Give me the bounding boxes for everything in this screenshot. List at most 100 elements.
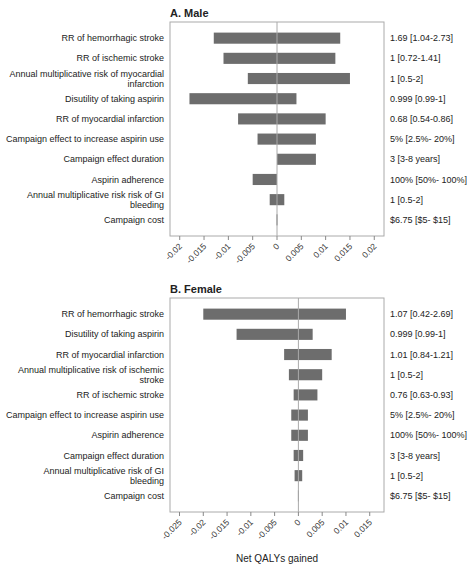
annotation: 0.68 [0.54-0.86] xyxy=(390,114,453,124)
bar xyxy=(258,134,316,145)
bar xyxy=(294,389,318,400)
annotation: 1.69 [1.04-2.73] xyxy=(390,33,453,43)
x-tick-label: -0.025 xyxy=(160,517,184,541)
bar xyxy=(289,369,322,380)
plot-background xyxy=(170,22,384,236)
annotation: 1 [0.5-2] xyxy=(390,471,423,481)
annotation: 1 [0.72-1.41] xyxy=(390,53,441,63)
panel: A. Male RR of hemorrhagic stroke 1.69 [1.0… xyxy=(6,7,467,265)
bar xyxy=(277,154,316,165)
x-tick-label: 0.015 xyxy=(332,241,354,263)
category-label: Campaign effect duration xyxy=(64,154,164,164)
x-tick xyxy=(345,512,346,516)
reference-line xyxy=(298,298,299,512)
category-label: Campaign cost xyxy=(104,215,165,225)
category-label: RR of ischemic stroke xyxy=(76,390,164,400)
panel-title: A. Male xyxy=(170,7,209,19)
category-label: Disutility of taking aspirin xyxy=(65,329,164,339)
annotation: 1.07 [0.42-2.69] xyxy=(390,309,453,319)
x-tick-label: 0.005 xyxy=(304,517,326,539)
bar xyxy=(224,53,336,64)
x-tick xyxy=(322,512,323,516)
category-label: Campaign cost xyxy=(104,491,165,501)
annotation: 100% [50%- 100%] xyxy=(390,175,467,185)
bar xyxy=(248,73,350,84)
annotation: 0.999 [0.99-1] xyxy=(390,94,446,104)
x-tick xyxy=(203,512,204,516)
x-tick-label: -0.02 xyxy=(187,517,208,538)
annotation: 100% [50%- 100%] xyxy=(390,430,467,440)
category-label: RR of hemorrhagic stroke xyxy=(61,309,164,319)
category-label: Annual multiplicative risk of GIbleeding xyxy=(43,466,164,486)
panel: B. Female RR of hemorrhagic stroke 1.07 [0… xyxy=(6,283,467,564)
x-tick xyxy=(179,512,180,516)
category-label: RR of myocardial infarction xyxy=(56,114,164,124)
annotation: 0.999 [0.99-1] xyxy=(390,329,446,339)
x-tick xyxy=(277,236,278,240)
bar xyxy=(253,174,277,185)
chart: A. Male RR of hemorrhagic stroke 1.69 [1.0… xyxy=(0,0,474,572)
x-tick xyxy=(179,236,180,240)
plot-frame xyxy=(170,298,384,512)
x-tick-label: -0.005 xyxy=(255,517,279,541)
bars xyxy=(203,298,346,512)
bar xyxy=(291,430,308,441)
x-axis-label: Net QALYs gained xyxy=(236,553,318,564)
x-tick xyxy=(301,236,302,240)
x-tick-label: 0.01 xyxy=(311,241,330,260)
x-tick-label: -0.02 xyxy=(163,241,184,262)
category-label: Aspirin adherence xyxy=(91,175,164,185)
category-label: RR of hemorrhagic stroke xyxy=(61,33,164,43)
category-label: Campaign effect duration xyxy=(64,451,164,461)
annotation: 5% [2.5%- 20%] xyxy=(390,410,455,420)
bar xyxy=(237,329,313,340)
x-tick-label: -0.015 xyxy=(207,517,231,541)
annotation: 3 [3-8 years] xyxy=(390,451,440,461)
annotation: 1 [0.5-2] xyxy=(390,370,423,380)
category-label: RR of ischemic stroke xyxy=(76,53,164,63)
x-tick-label: -0.005 xyxy=(233,241,257,265)
category-label: RR of myocardial infarction xyxy=(56,350,164,360)
reference-line xyxy=(277,22,278,236)
annotation: 1.01 [0.84-1.21] xyxy=(390,350,453,360)
bar xyxy=(291,410,308,421)
x-tick-label: -0.01 xyxy=(212,241,233,262)
x-tick-label: 0.015 xyxy=(352,517,374,539)
x-tick xyxy=(228,236,229,240)
panel-title: B. Female xyxy=(170,283,222,295)
category-label: Campaign effect to increase aspirin use xyxy=(6,134,164,144)
category-label: Aspirin adherence xyxy=(91,430,164,440)
bar xyxy=(203,309,346,320)
annotation: 0.76 [0.63-0.93] xyxy=(390,390,453,400)
x-tick-label: -0.01 xyxy=(234,517,255,538)
x-tick-label: 0.02 xyxy=(360,241,379,260)
category-label: Annual multiplicative risk of myocardial… xyxy=(9,69,164,89)
annotation: $6.75 [$5- $15] xyxy=(390,215,451,225)
x-tick xyxy=(325,236,326,240)
x-tick-label: 0 xyxy=(292,517,303,528)
plot-background xyxy=(170,298,384,512)
annotation: 1 [0.5-2] xyxy=(390,195,423,205)
category-label: Disutility of taking aspirin xyxy=(65,94,164,104)
category-label: Annual multiplicative risk risk of GIble… xyxy=(27,190,164,210)
category-label: Annual multiplicative risk of ischemicst… xyxy=(18,365,165,385)
x-tick xyxy=(204,236,205,240)
annotation: 5% [2.5%- 20%] xyxy=(390,134,455,144)
x-tick xyxy=(374,236,375,240)
bars xyxy=(189,22,349,236)
bar xyxy=(238,113,326,124)
x-tick xyxy=(252,236,253,240)
annotation: $6.75 [$5- $15] xyxy=(390,491,451,501)
x-tick-label: -0.015 xyxy=(184,241,208,265)
x-tick xyxy=(349,236,350,240)
annotation: 3 [3-8 years] xyxy=(390,154,440,164)
bar xyxy=(189,93,296,104)
category-label: Campaign effect to increase aspirin use xyxy=(6,410,164,420)
x-tick xyxy=(298,512,299,516)
x-tick-label: 0.005 xyxy=(283,241,305,263)
x-tick xyxy=(274,512,275,516)
x-tick-label: 0 xyxy=(271,241,282,252)
annotation: 1 [0.5-2] xyxy=(390,74,423,84)
x-tick xyxy=(250,512,251,516)
x-tick xyxy=(227,512,228,516)
